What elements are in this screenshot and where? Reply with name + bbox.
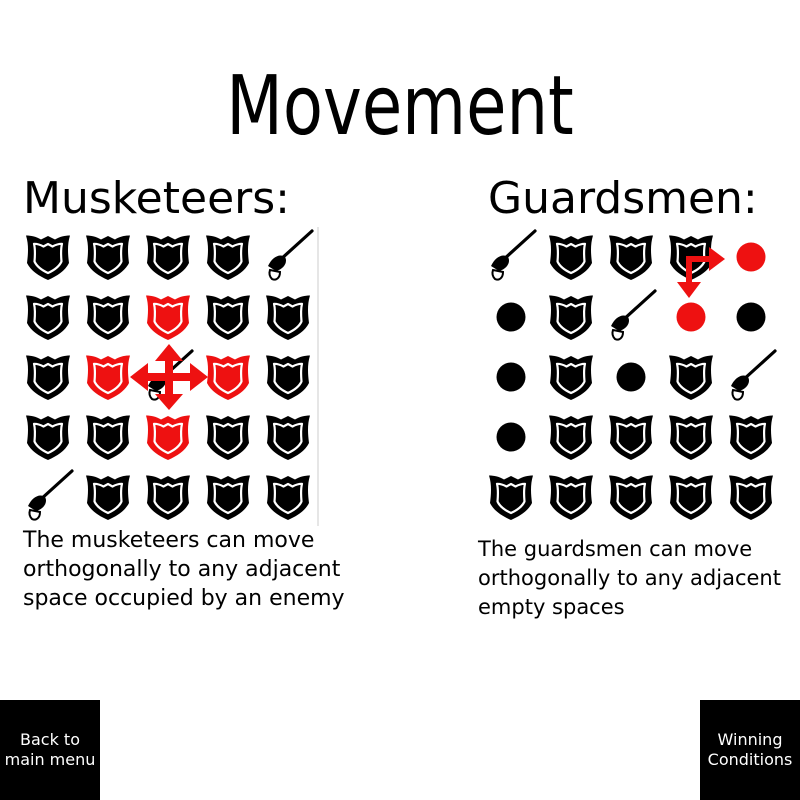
shield-icon [607, 474, 655, 522]
move-arrow-down-icon [155, 394, 183, 410]
shield-icon [547, 474, 595, 522]
move-arrow-down-icon [677, 282, 701, 298]
shield-icon [204, 474, 252, 522]
shield-icon [667, 414, 715, 462]
shield-icon [84, 474, 132, 522]
shield-icon [264, 294, 312, 342]
shield-icon [607, 414, 655, 462]
back-to-main-menu-button[interactable]: Back to main menu [0, 700, 100, 800]
dot-icon [496, 302, 526, 332]
shield-icon [144, 474, 192, 522]
shield-icon [84, 354, 132, 402]
sword-icon [609, 289, 657, 342]
sword-icon [489, 229, 537, 282]
shield-icon [727, 474, 775, 522]
move-arrow-vertical [165, 353, 173, 399]
shield-icon [667, 474, 715, 522]
shield-icon [84, 414, 132, 462]
shield-icon [607, 234, 655, 282]
dot-icon [496, 362, 526, 392]
shield-icon [667, 354, 715, 402]
shield-icon [24, 234, 72, 282]
musketeers-heading: Musketeers: [23, 173, 290, 224]
shield-icon [24, 294, 72, 342]
sword-icon [729, 349, 777, 402]
shield-icon [547, 414, 595, 462]
move-arrow-left-icon [130, 363, 148, 391]
shield-icon [204, 414, 252, 462]
shield-icon [264, 354, 312, 402]
shield-icon [144, 234, 192, 282]
sword-icon [26, 469, 74, 522]
dot-icon [676, 302, 706, 332]
shield-icon [264, 474, 312, 522]
guardsman-move-arrows [677, 247, 725, 298]
shield-icon [204, 294, 252, 342]
move-arrow-right-head-icon [709, 247, 725, 271]
page-title: Movement [226, 59, 574, 154]
shield-icon [24, 414, 72, 462]
shield-icon [547, 234, 595, 282]
dot-icon [736, 302, 766, 332]
dot-icon [736, 242, 766, 272]
musketeer-move-arrows [130, 344, 208, 410]
shield-icon [727, 414, 775, 462]
shield-icon [204, 234, 252, 282]
guardsmen-board [487, 229, 777, 522]
move-arrow-up-icon [155, 344, 183, 361]
winning-conditions-button[interactable]: Winning Conditions [700, 700, 800, 800]
move-arrow-right-icon [686, 256, 711, 287]
dot-icon [496, 422, 526, 452]
shield-icon [547, 354, 595, 402]
shield-icon [144, 294, 192, 342]
dot-icon [616, 362, 646, 392]
shield-icon [547, 294, 595, 342]
guardsmen-heading: Guardsmen: [488, 173, 758, 224]
shield-icon [24, 354, 72, 402]
shield-icon [144, 414, 192, 462]
move-arrow-right-icon [190, 363, 208, 391]
musketeers-description: The musketeers can move orthogonally to … [23, 528, 345, 611]
shield-icon [84, 294, 132, 342]
shield-icon [264, 414, 312, 462]
shield-icon [204, 354, 252, 402]
sword-icon [266, 229, 314, 282]
shield-icon [487, 474, 535, 522]
shield-icon [84, 234, 132, 282]
guardsmen-description: The guardsmen can move orthogonally to a… [478, 537, 781, 619]
